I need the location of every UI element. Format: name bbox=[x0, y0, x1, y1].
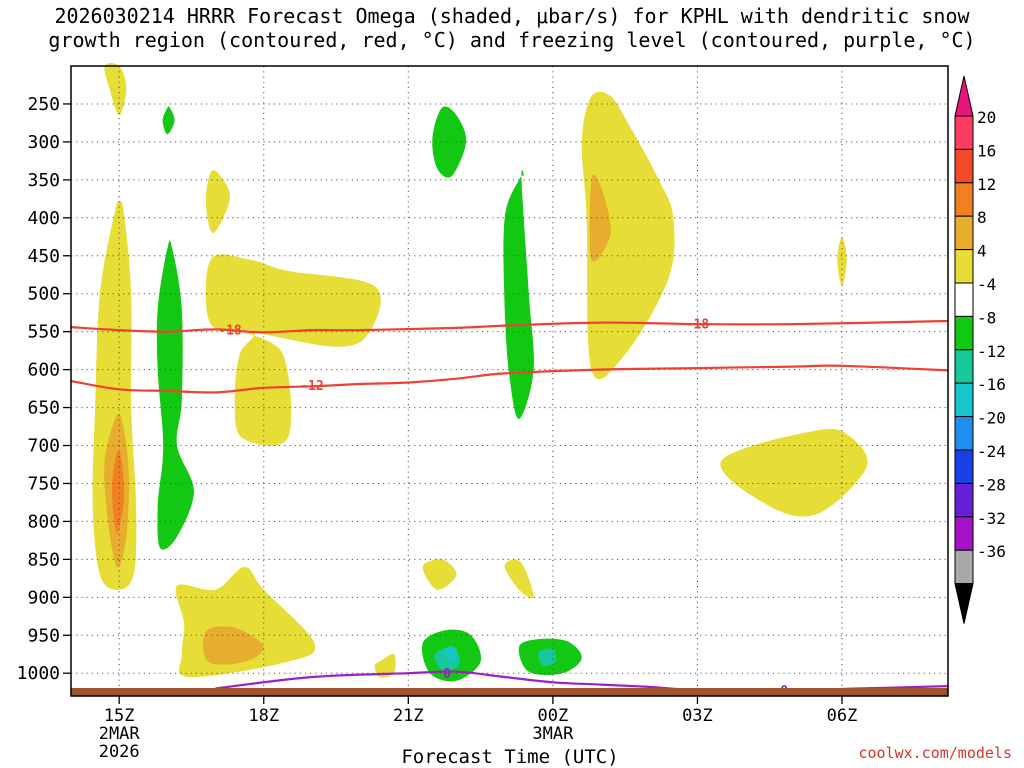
y-tick-label-850: 850 bbox=[27, 549, 60, 570]
colorbar-swatch-6 bbox=[954, 315, 974, 351]
colorbar-bottom-arrow bbox=[954, 583, 974, 624]
omega-region-15-level-minus12 bbox=[444, 646, 457, 662]
omega-region-11-level-4 bbox=[422, 559, 457, 590]
colorbar-swatch-7 bbox=[954, 349, 974, 384]
y-tick-label-250: 250 bbox=[27, 94, 60, 115]
x-tick-label-21Z: 21Z bbox=[393, 706, 424, 726]
y-tick-label-550: 550 bbox=[27, 322, 60, 343]
y-tick-label-500: 500 bbox=[27, 284, 60, 305]
colorbar-label-minus24: -24 bbox=[977, 442, 1006, 461]
ground-strip bbox=[71, 688, 948, 696]
dgz-minus18-label-0: -18 bbox=[218, 323, 242, 338]
colorbar-swatch-4 bbox=[954, 249, 974, 284]
x-tick-label-15Z: 15Z bbox=[104, 706, 135, 726]
x-tick-label-06Z: 06Z bbox=[827, 706, 858, 726]
omega-region-10-level-minus4 bbox=[432, 106, 467, 178]
colorbar-label-12: 12 bbox=[977, 175, 996, 194]
y-tick-label-450: 450 bbox=[27, 246, 60, 267]
x-tick-date-3: 3MAR bbox=[532, 724, 574, 744]
colorbar-swatch-13 bbox=[954, 549, 974, 585]
omega-region-0-level-4 bbox=[104, 63, 127, 116]
colorbar-label-8: 8 bbox=[977, 208, 987, 227]
colorbar-swatch-8 bbox=[954, 382, 974, 418]
chart-title: 2026030214 HRRR Forecast Omega (shaded, … bbox=[0, 4, 1024, 52]
omega-region-17-level-4 bbox=[504, 559, 534, 599]
dgz-minus12-line bbox=[70, 364, 949, 394]
colorbar-label-minus4: -4 bbox=[977, 275, 996, 294]
omega-region-23-level-4 bbox=[720, 428, 868, 517]
omega-region-3-level-12 bbox=[112, 451, 125, 533]
colorbar-label-4: 4 bbox=[977, 242, 987, 261]
colorbar-label-minus16: -16 bbox=[977, 375, 1006, 394]
y-tick-label-350: 350 bbox=[27, 170, 60, 191]
y-tick-label-800: 800 bbox=[27, 511, 60, 532]
colorbar-label-minus32: -32 bbox=[977, 509, 1006, 528]
colorbar-label-minus28: -28 bbox=[977, 475, 1006, 494]
colorbar-swatch-11 bbox=[954, 482, 974, 518]
y-tick-label-900: 900 bbox=[27, 587, 60, 608]
colorbar-swatch-0 bbox=[954, 115, 974, 150]
omega-region-4-level-minus4 bbox=[162, 106, 175, 135]
x-tick-label-00Z: 00Z bbox=[538, 706, 569, 726]
colorbar: 20 16 12 8 4 -4 -8 -12 -16 -20 -24 -28 -32 -36 bbox=[954, 75, 1006, 624]
colorbar-swatch-10 bbox=[954, 449, 974, 484]
credit-text: coolwx.com/models bbox=[858, 744, 1012, 762]
colorbar-swatch-5 bbox=[954, 282, 974, 317]
freezing-level-0-label-0: 0 bbox=[443, 667, 451, 682]
colorbar-swatch-9 bbox=[954, 416, 974, 451]
colorbar-label-20: 20 bbox=[977, 108, 996, 127]
chart-title-line-2: growth region (contoured, red, °C) and f… bbox=[48, 28, 976, 52]
omega-region-19-level-minus8 bbox=[538, 648, 557, 667]
colorbar-swatch-3 bbox=[954, 215, 974, 251]
colorbar-label-minus20: -20 bbox=[977, 409, 1006, 428]
y-tick-label-750: 750 bbox=[27, 473, 60, 494]
colorbar-label-minus36: -36 bbox=[977, 542, 1006, 561]
omega-region-12-level-4 bbox=[374, 653, 396, 678]
colorbar-label-minus8: -8 bbox=[977, 308, 996, 327]
colorbar-top-arrow bbox=[954, 75, 974, 117]
omega-region-22-level-4 bbox=[837, 236, 847, 287]
x-tick-date-0: 2MAR bbox=[99, 724, 141, 744]
dgz-minus18-line bbox=[70, 319, 949, 334]
omega-region-7-level-4 bbox=[205, 254, 381, 446]
dgz-minus18-label-1: -18 bbox=[686, 317, 710, 332]
omega-region-5-level-minus4 bbox=[156, 240, 194, 550]
y-tick-label-700: 700 bbox=[27, 436, 60, 457]
omega-region-21-level-8 bbox=[589, 174, 611, 262]
plot-frame bbox=[70, 65, 949, 697]
x-tick-year-0: 2026 bbox=[99, 742, 140, 762]
omega-region-16-level-minus4 bbox=[503, 170, 534, 420]
colorbar-swatch-1 bbox=[954, 148, 974, 184]
y-tick-label-400: 400 bbox=[27, 208, 60, 229]
colorbar-label-minus12: -12 bbox=[977, 342, 1006, 361]
gridlines bbox=[71, 66, 948, 696]
omega-region-20-level-4 bbox=[581, 91, 675, 380]
omega-region-9-level-8 bbox=[202, 626, 264, 665]
colorbar-swatch-2 bbox=[954, 182, 974, 217]
y-tick-label-1000: 1000 bbox=[17, 663, 60, 684]
y-tick-label-300: 300 bbox=[27, 132, 60, 153]
omega-shaded-regions bbox=[92, 63, 868, 682]
colorbar-label-16: 16 bbox=[977, 141, 996, 160]
y-tick-label-600: 600 bbox=[27, 360, 60, 381]
x-axis-label: Forecast Time (UTC) bbox=[401, 746, 619, 768]
y-tick-label-650: 650 bbox=[27, 398, 60, 419]
colorbar-swatch-12 bbox=[954, 516, 974, 551]
y-axis: 250 300 350 400 450 500 550 600 650 700 750 800 850 9… bbox=[17, 94, 71, 684]
chart-title-line-1: 2026030214 HRRR Forecast Omega (shaded, … bbox=[54, 4, 970, 28]
y-tick-label-950: 950 bbox=[27, 625, 60, 646]
x-tick-label-18Z: 18Z bbox=[248, 706, 279, 726]
dgz-minus12-label-0: -12 bbox=[300, 379, 323, 394]
x-tick-label-03Z: 03Z bbox=[682, 706, 713, 726]
